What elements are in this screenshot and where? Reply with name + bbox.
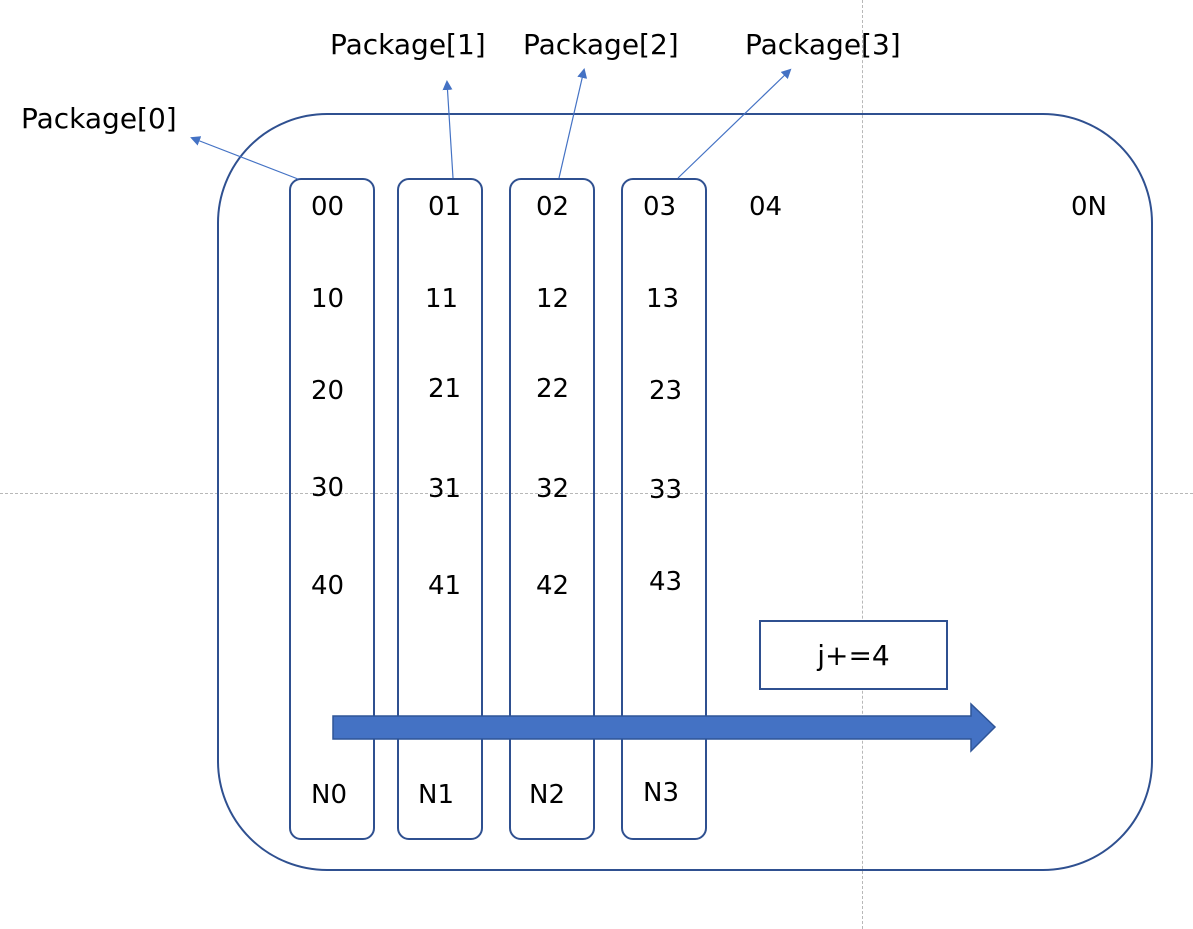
package-label-3: Package[3] — [745, 28, 901, 61]
cell-40: 40 — [311, 571, 345, 601]
step-label-box: j+=4 — [759, 620, 948, 690]
matrix-container — [217, 113, 1153, 871]
direction-arrow — [332, 702, 997, 753]
connector-package-1 — [442, 80, 454, 179]
package-label-2: Package[2] — [523, 28, 679, 61]
cell-n3: N3 — [643, 778, 679, 808]
cell-n0: N0 — [311, 780, 347, 810]
cell-32: 32 — [536, 474, 570, 504]
connector-package-2 — [558, 68, 588, 179]
connector-package-3 — [677, 68, 792, 179]
cell-03: 03 — [643, 192, 677, 222]
cell-12: 12 — [536, 284, 570, 314]
package-label-0: Package[0] — [21, 102, 177, 135]
cell-42: 42 — [536, 571, 570, 601]
connector-package-0 — [190, 136, 299, 180]
package-column-0 — [289, 178, 375, 840]
package-column-1 — [397, 178, 483, 840]
cell-04: 04 — [749, 192, 783, 222]
cell-30: 30 — [311, 473, 345, 503]
cell-11: 11 — [425, 284, 459, 314]
cell-31: 31 — [428, 474, 462, 504]
cell-0n: 0N — [1071, 192, 1107, 222]
cell-21: 21 — [428, 374, 462, 404]
step-label: j+=4 — [817, 638, 890, 672]
vertical-guide-line — [862, 0, 863, 929]
cell-10: 10 — [311, 284, 345, 314]
package-column-3 — [621, 178, 707, 840]
cell-22: 22 — [536, 374, 570, 404]
cell-43: 43 — [649, 567, 683, 597]
cell-02: 02 — [536, 192, 570, 222]
package-label-1: Package[1] — [330, 28, 486, 61]
horizontal-guide-line — [0, 493, 1193, 494]
cell-01: 01 — [428, 192, 462, 222]
cell-41: 41 — [428, 571, 462, 601]
cell-20: 20 — [311, 376, 345, 406]
cell-23: 23 — [649, 376, 683, 406]
cell-n1: N1 — [418, 780, 454, 810]
package-column-2 — [509, 178, 595, 840]
cell-13: 13 — [646, 284, 680, 314]
cell-33: 33 — [649, 475, 683, 505]
cell-n2: N2 — [529, 780, 565, 810]
cell-00: 00 — [311, 192, 345, 222]
